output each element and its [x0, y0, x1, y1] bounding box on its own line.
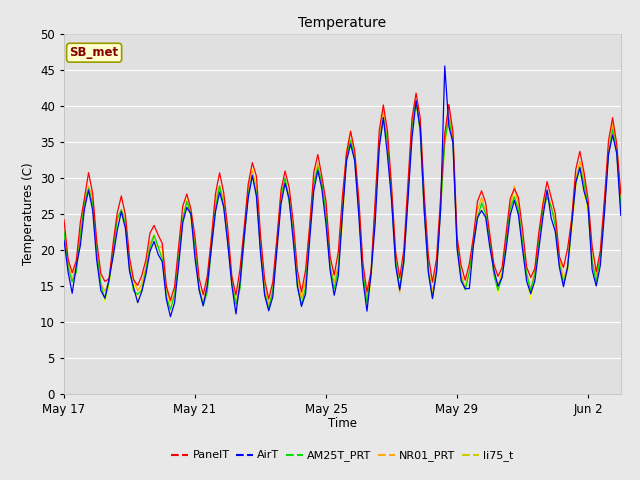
Y-axis label: Temperatures (C): Temperatures (C) — [22, 162, 35, 265]
X-axis label: Time: Time — [328, 417, 357, 430]
Text: SB_met: SB_met — [70, 46, 118, 59]
Legend: PanelT, AirT, AM25T_PRT, NR01_PRT, li75_t: PanelT, AirT, AM25T_PRT, NR01_PRT, li75_… — [167, 446, 518, 466]
Title: Temperature: Temperature — [298, 16, 387, 30]
